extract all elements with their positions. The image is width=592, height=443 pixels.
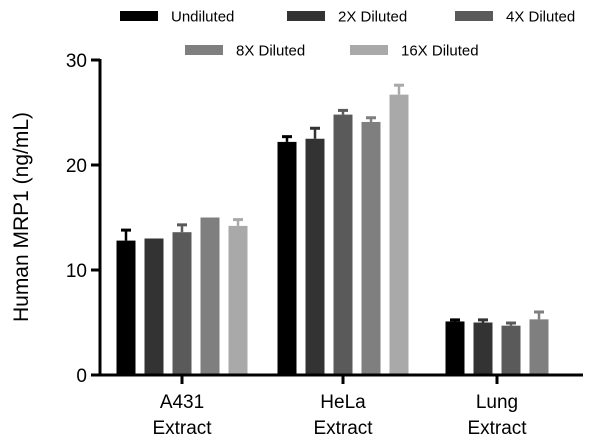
legend-label-1: 2X Diluted: [338, 9, 407, 26]
x-category-label-2-0: Lung: [476, 392, 518, 413]
bar-2x-diluted-0: [144, 238, 164, 375]
legend-label-2: 4X Diluted: [506, 9, 575, 26]
bar-16x-diluted-0: [228, 225, 248, 375]
x-category-label-0-1: Extract: [152, 418, 212, 439]
bar-4x-diluted-2: [501, 325, 521, 375]
bar-8x-diluted-0: [200, 217, 220, 375]
bars: [116, 83, 549, 376]
x-category-label-2-1: Extract: [467, 418, 527, 439]
legend-swatch-0: [120, 11, 158, 21]
bar-8x-diluted-1: [361, 121, 381, 375]
legend-label-3: 8X Diluted: [236, 43, 305, 60]
legend: Undiluted 2X Diluted 4X Diluted 8X Diluted 1…: [120, 9, 575, 60]
bar-4x-diluted-0: [172, 232, 192, 375]
y-tick-label-20: 20: [66, 156, 87, 177]
bar-8x-diluted-2: [529, 319, 549, 375]
legend-swatch-4: [350, 45, 388, 55]
legend-swatch-2: [455, 11, 493, 21]
y-axis-title: Human MRP1 (ng/mL): [10, 112, 33, 322]
x-category-label-0-0: A431: [160, 392, 204, 413]
bar-4x-diluted-1: [333, 114, 353, 375]
x-category-label-1-1: Extract: [313, 418, 373, 439]
bar-undiluted-1: [277, 141, 297, 375]
legend-swatch-3: [185, 45, 223, 55]
bar-16x-diluted-1: [389, 94, 409, 376]
y-tick-label-0: 0: [76, 366, 87, 387]
legend-swatch-1: [287, 11, 325, 21]
y-tick-label-30: 30: [66, 51, 87, 72]
x-category-label-1-0: HeLa: [320, 392, 366, 413]
legend-label-0: Undiluted: [171, 9, 234, 26]
legend-label-4: 16X Diluted: [401, 43, 479, 60]
bar-undiluted-2: [445, 321, 465, 375]
bar-2x-diluted-1: [305, 138, 325, 375]
axes: 0 10 20 30 A431 Extract HeLa Extract Lung Extract: [66, 51, 583, 439]
bar-2x-diluted-2: [473, 322, 493, 375]
bar-undiluted-0: [116, 240, 136, 375]
y-tick-label-10: 10: [66, 261, 87, 282]
